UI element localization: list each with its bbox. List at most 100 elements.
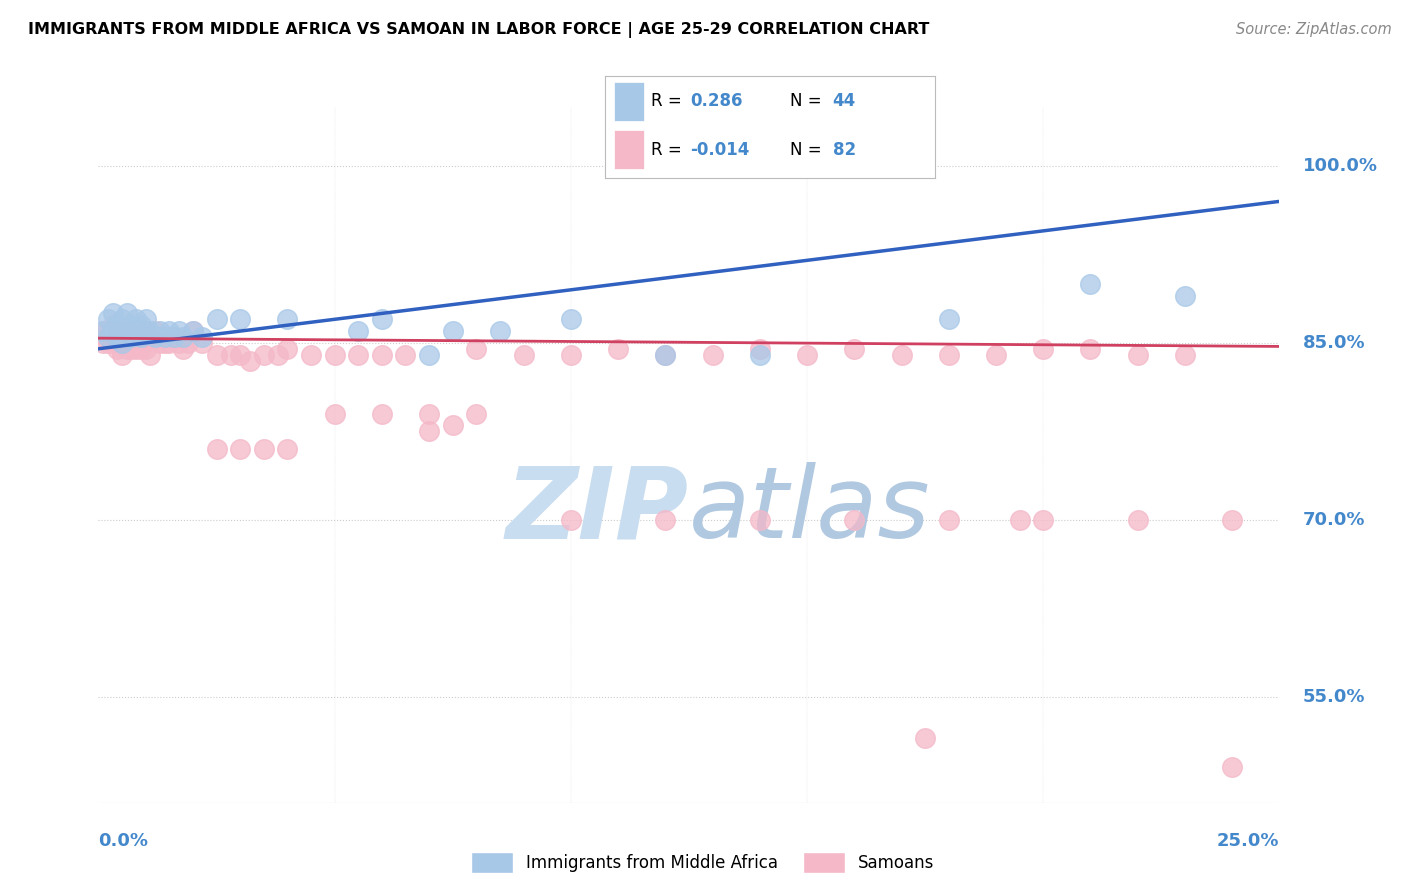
Point (91, 335, 114, 350)
Point (105, 330, 128, 344)
Point (172, 342, 194, 356)
Point (371, 312, 394, 326)
Point (105, 330, 128, 344)
Point (129, 318, 152, 333)
Text: -0.014: -0.014 (690, 141, 749, 159)
Point (465, 407, 488, 421)
Point (1126, 513, 1149, 527)
Point (163, 330, 186, 344)
Point (1220, 760, 1243, 774)
Point (97, 330, 120, 344)
Point (121, 330, 143, 344)
Text: 55.0%: 55.0% (1303, 688, 1365, 706)
Text: ZIP: ZIP (506, 462, 689, 559)
Point (205, 442, 228, 456)
Point (149, 324, 172, 338)
Point (299, 348, 322, 362)
Point (229, 442, 252, 456)
Point (111, 324, 134, 338)
Point (276, 442, 298, 456)
Point (1174, 289, 1197, 303)
Point (129, 342, 152, 356)
Point (143, 324, 166, 338)
Point (347, 348, 370, 362)
Point (135, 342, 157, 356)
Text: R =: R = (651, 93, 688, 111)
Point (1174, 348, 1197, 362)
Point (654, 348, 676, 362)
Point (1126, 348, 1149, 362)
Point (219, 348, 242, 362)
Point (91, 324, 114, 338)
Point (111, 324, 134, 338)
Point (181, 324, 204, 338)
Point (323, 407, 346, 421)
Text: 25.0%: 25.0% (1218, 832, 1279, 850)
Point (111, 335, 134, 350)
Point (111, 312, 134, 326)
Point (167, 335, 190, 350)
Point (191, 330, 214, 344)
Point (121, 330, 143, 344)
Text: 44: 44 (832, 93, 856, 111)
Point (163, 330, 186, 344)
Point (938, 513, 960, 527)
Text: R =: R = (651, 141, 688, 159)
Point (441, 324, 464, 338)
Point (153, 335, 176, 350)
Point (115, 324, 138, 338)
Point (135, 324, 157, 338)
Point (1032, 513, 1054, 527)
Point (1032, 342, 1054, 356)
Point (205, 348, 228, 362)
Text: N =: N = (790, 141, 827, 159)
Point (1220, 513, 1243, 527)
Text: Source: ZipAtlas.com: Source: ZipAtlas.com (1236, 22, 1392, 37)
Point (153, 330, 176, 344)
Point (97, 324, 120, 338)
Point (111, 348, 134, 362)
Point (143, 330, 166, 344)
Point (125, 324, 148, 338)
Point (125, 312, 148, 326)
Point (796, 348, 818, 362)
Point (890, 348, 912, 362)
Point (135, 312, 157, 326)
Point (253, 442, 276, 456)
Point (560, 312, 582, 326)
Point (115, 342, 138, 356)
Point (205, 312, 228, 326)
Point (914, 731, 936, 745)
Point (157, 335, 180, 350)
Text: 85.0%: 85.0% (1303, 334, 1365, 351)
Text: N =: N = (790, 93, 827, 111)
Point (121, 318, 143, 333)
Point (371, 348, 394, 362)
Point (276, 312, 298, 326)
Text: 70.0%: 70.0% (1303, 511, 1365, 529)
Point (101, 324, 124, 338)
Point (984, 348, 1007, 362)
Text: IMMIGRANTS FROM MIDDLE AFRICA VS SAMOAN IN LABOR FORCE | AGE 25-29 CORRELATION C: IMMIGRANTS FROM MIDDLE AFRICA VS SAMOAN … (28, 22, 929, 38)
Point (229, 348, 252, 362)
Point (748, 513, 770, 527)
Point (115, 306, 138, 320)
Point (371, 407, 394, 421)
Point (101, 335, 124, 350)
Point (844, 342, 866, 356)
Point (702, 348, 724, 362)
Point (105, 342, 128, 356)
Point (97, 335, 120, 350)
Point (111, 335, 134, 350)
Point (239, 353, 262, 368)
Point (607, 342, 630, 356)
Point (418, 407, 440, 421)
Point (149, 335, 172, 350)
Point (323, 348, 346, 362)
Point (654, 348, 676, 362)
Point (654, 513, 676, 527)
Point (418, 425, 440, 439)
Bar (614, 82, 644, 121)
Point (139, 324, 162, 338)
Point (125, 342, 148, 356)
